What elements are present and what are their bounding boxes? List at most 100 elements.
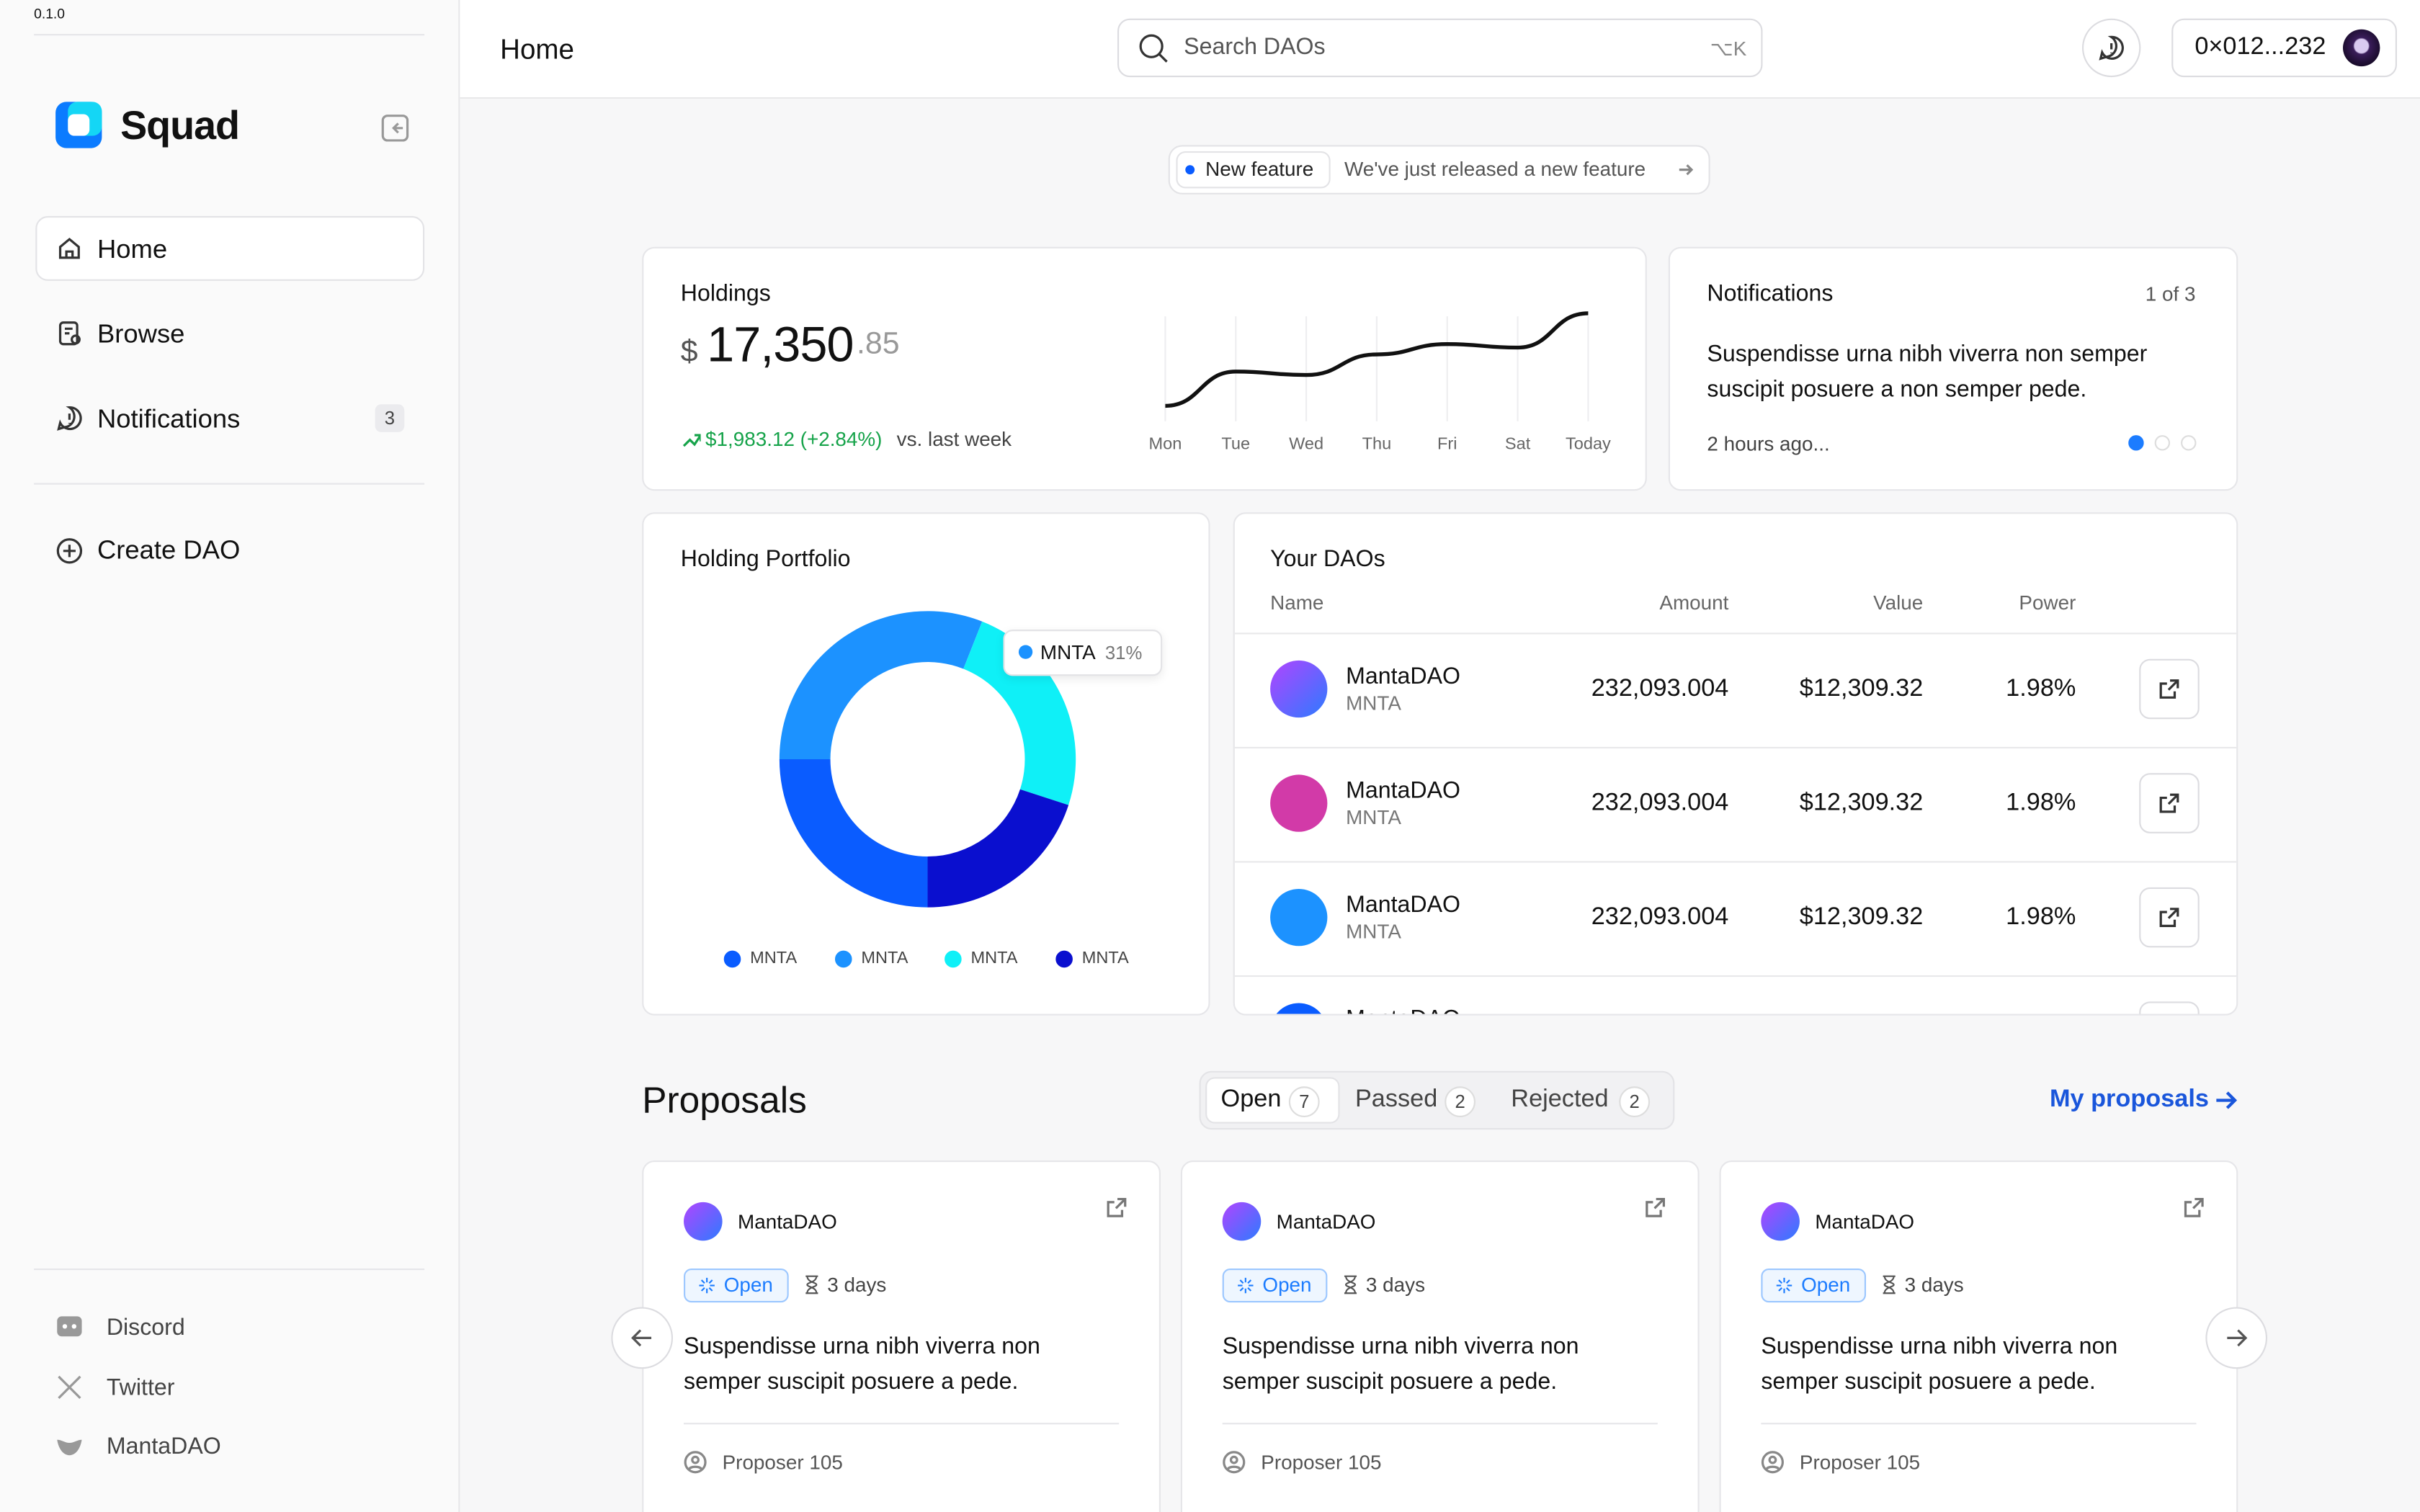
status-badge <box>684 1268 789 1303</box>
carousel-arrow <box>631 1329 652 1347</box>
dao-ticker: MNTA <box>1346 919 1401 943</box>
my-proposals-link[interactable]: My proposals <box>2049 1086 2209 1113</box>
dao-avatar <box>1270 774 1328 832</box>
duration: 3 days <box>1365 1273 1426 1297</box>
divider <box>684 1423 1120 1425</box>
sidebar-link[interactable]: MantaDAO <box>106 1433 221 1460</box>
dao-amount: 232,093.004 <box>1591 904 1729 931</box>
legend-swatch <box>1055 950 1073 968</box>
nav-icon <box>58 237 80 259</box>
pager-dot[interactable] <box>2154 435 2171 451</box>
column-header: Value <box>1873 591 1924 614</box>
row-divider <box>1234 632 2237 635</box>
donut-segment <box>927 789 1069 908</box>
nav-item[interactable]: Home <box>97 234 168 264</box>
open-button[interactable] <box>2139 658 2200 720</box>
dao-value: $12,309.32 <box>1799 904 1924 931</box>
sidebar-link[interactable]: Discord <box>106 1315 185 1341</box>
proposal-text: Suspendisse urna nibh viverra non semper… <box>1761 1333 2118 1395</box>
legend-label: MNTA <box>861 949 908 968</box>
search-icon <box>1139 34 1168 63</box>
create-icon <box>56 538 83 564</box>
proposer-icon <box>1761 1451 1784 1474</box>
search-box[interactable] <box>1117 18 1763 78</box>
notifications-card: Notifications 1 of 3 Suspendisse urna nibh… <box>1668 246 2238 491</box>
nav-active <box>35 215 425 281</box>
row-divider <box>1234 746 2237 749</box>
holdings-chart: Mon Tue Wed Thu Fri Sat Today <box>1149 311 1611 452</box>
tab-count: 2 <box>1619 1086 1651 1118</box>
tooltip-name: MNTA <box>1040 640 1096 664</box>
dao-name: MantaDAO <box>1276 1209 1376 1233</box>
open-button[interactable] <box>2139 1001 2200 1014</box>
tab-count: 2 <box>1445 1086 1476 1118</box>
dao-avatar <box>1270 660 1328 718</box>
external-icon[interactable] <box>1105 1196 1128 1219</box>
notification-message: Suspendisse urna nibh viverra non semper… <box>1707 341 2148 403</box>
x-tick-label: Mon <box>1149 434 1182 452</box>
change: $1,983.12 (+2.84%) <box>705 427 883 451</box>
wallet-address: 0×012...232 <box>2194 34 2326 61</box>
portfolio-card: Holding Portfolio MNTA MNTA MNTA MNTA MNTA 31% <box>642 512 1210 1016</box>
create-dao[interactable]: Create DAO <box>97 535 241 565</box>
status-icon <box>1238 1277 1254 1294</box>
dao-power: 1.98% <box>2006 676 2076 702</box>
proposal-card: MantaDAO Open 3 days Suspendisse urna nibh … <box>1180 1160 1700 1512</box>
dao-ticker: MNTA <box>1346 805 1401 829</box>
donut-segment <box>779 611 983 760</box>
card-title: Holding Portfolio <box>680 546 851 573</box>
dao-amount: 232,093.004 <box>1591 676 1729 702</box>
tab-label[interactable]: Passed <box>1354 1086 1438 1113</box>
sidebar-link[interactable]: Twitter <box>106 1374 175 1402</box>
pager-dot[interactable] <box>2128 435 2144 451</box>
external-icon[interactable] <box>1644 1196 1667 1219</box>
card-title: Notifications <box>1707 280 1834 308</box>
open-button[interactable] <box>2139 887 2200 948</box>
wallet-avatar <box>2343 29 2380 67</box>
carousel-button[interactable] <box>611 1307 674 1369</box>
status-icon <box>1776 1277 1792 1294</box>
proposer-icon <box>1223 1451 1246 1474</box>
logo <box>55 102 102 148</box>
proposer-icon <box>684 1451 707 1474</box>
external-icon <box>2159 908 2179 927</box>
status-label: Open <box>723 1273 773 1297</box>
donut-segment <box>963 621 1076 805</box>
carousel-arrow <box>2227 1329 2248 1347</box>
dao-amount: 232,093.004 <box>1591 789 1729 817</box>
dao-name: MantaDAO <box>1346 892 1461 918</box>
banner[interactable] <box>1168 145 1710 194</box>
x-tick-label: Wed <box>1289 434 1323 452</box>
x-tick-label: Sat <box>1505 434 1531 452</box>
section-title: Proposals <box>642 1080 807 1122</box>
column-header: Name <box>1270 591 1324 614</box>
open-button[interactable] <box>2139 773 2200 833</box>
divider <box>1761 1423 2197 1425</box>
divider <box>1222 1423 1658 1425</box>
dao-name: MantaDAO <box>1346 1006 1460 1014</box>
tooltip-dot <box>1018 645 1033 659</box>
external-icon[interactable] <box>2182 1196 2205 1219</box>
nav-item[interactable]: Browse <box>97 319 185 349</box>
tab-label[interactable]: Rejected <box>1511 1086 1609 1113</box>
page-title: Home <box>500 34 574 65</box>
collapse-button[interactable] <box>381 115 409 143</box>
x-tick-label: Tue <box>1221 434 1250 452</box>
version: 0.1.0 <box>34 6 66 22</box>
pager-dot[interactable] <box>2181 435 2197 451</box>
daos-card: Your DAOs Name Amount Value Power MantaDAO MNT… <box>1233 512 2238 1016</box>
currency: $ <box>680 334 698 370</box>
brand: Squad <box>120 102 240 148</box>
badge-dot <box>1185 165 1195 175</box>
notification-time: 2 hours ago... <box>1707 431 1830 455</box>
proposer: Proposer 105 <box>1799 1450 1921 1474</box>
external-icon <box>2159 679 2179 699</box>
shortcut: ⌥K <box>1710 37 1747 61</box>
line-series <box>1165 311 1589 408</box>
nav-item[interactable]: Notifications <box>97 404 241 434</box>
holdings-card: Holdings $17,350.85 $1,983.12 (+2.84%) vs. … <box>642 246 1647 491</box>
donut-segment <box>779 759 928 908</box>
status-label: Open <box>1262 1273 1312 1297</box>
dao-avatar <box>1270 1003 1328 1014</box>
tab-label[interactable]: Open <box>1220 1086 1282 1113</box>
